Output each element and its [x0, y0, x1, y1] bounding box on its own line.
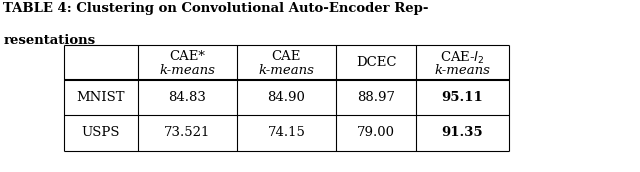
Text: 91.35: 91.35	[442, 126, 483, 139]
Text: CAE-$l_2$: CAE-$l_2$	[440, 50, 484, 66]
Text: TABLE 4: Clustering on Convolutional Auto-Encoder Rep-: TABLE 4: Clustering on Convolutional Aut…	[3, 2, 429, 15]
Text: 73.521: 73.521	[164, 126, 211, 139]
Text: USPS: USPS	[81, 126, 120, 139]
Text: DCEC: DCEC	[356, 56, 396, 69]
Text: 84.83: 84.83	[168, 91, 206, 104]
Text: k-means: k-means	[435, 64, 490, 78]
Text: 95.11: 95.11	[442, 91, 483, 104]
Text: resentations: resentations	[3, 34, 95, 47]
Text: k-means: k-means	[259, 64, 314, 78]
Text: 79.00: 79.00	[357, 126, 395, 139]
Text: 84.90: 84.90	[268, 91, 305, 104]
Text: MNIST: MNIST	[77, 91, 125, 104]
Text: CAE: CAE	[272, 50, 301, 63]
Text: k-means: k-means	[159, 64, 215, 78]
Text: 88.97: 88.97	[357, 91, 395, 104]
Text: CAE*: CAE*	[169, 50, 205, 63]
Text: 74.15: 74.15	[268, 126, 305, 139]
